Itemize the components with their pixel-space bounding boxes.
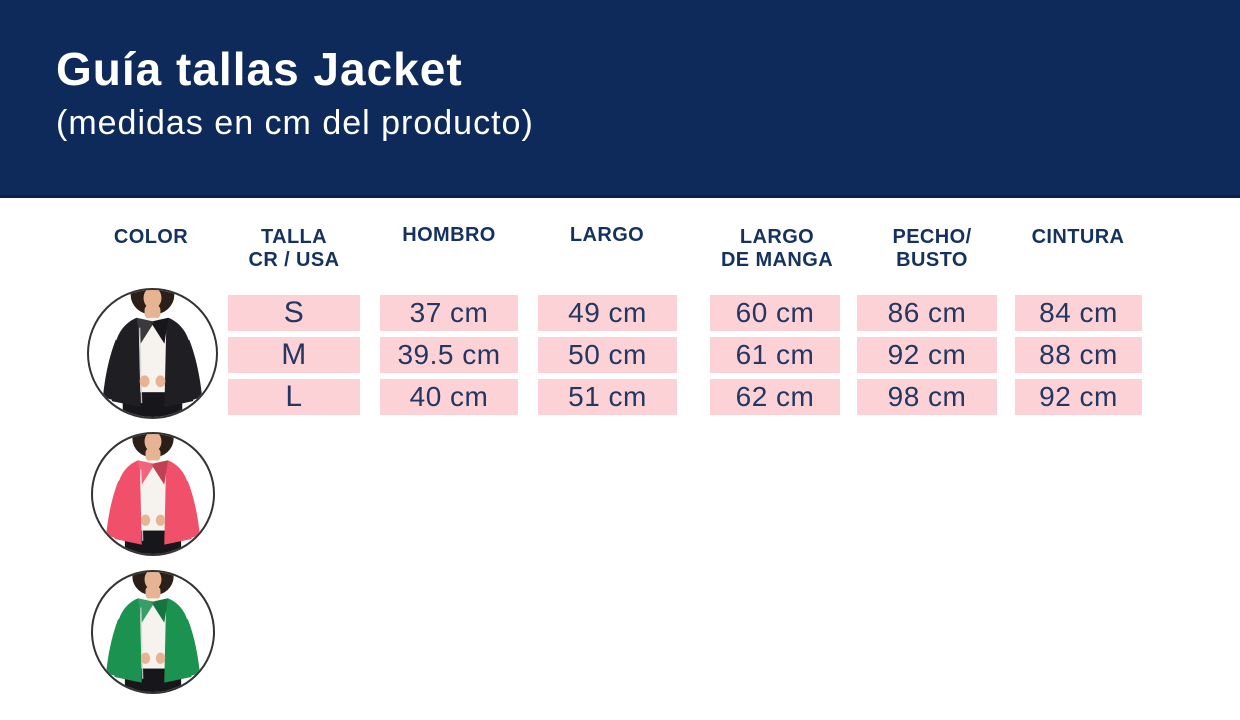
color-option-green-jacket [91, 570, 215, 694]
column-header-pecho-busto: PECHO/ BUSTO [857, 226, 1007, 272]
header-banner: Guía tallas Jacket (medidas en cm del pr… [0, 0, 1240, 198]
size-cell: L [228, 379, 360, 415]
jacket [102, 317, 203, 408]
largo-manga-cell: 62 cm [710, 379, 840, 415]
column-header-largo: LARGO [532, 224, 682, 247]
neck [144, 304, 161, 319]
largo-cell: 50 cm [538, 337, 677, 373]
lapel-shadow [150, 317, 169, 344]
face [144, 434, 162, 452]
hombro-cell: 40 cm [380, 379, 518, 415]
hand [155, 652, 166, 664]
largo-cell: 49 cm [538, 295, 677, 331]
table-row-s: S 37 cm 49 cm 60 cm 86 cm 84 cm [0, 295, 1240, 331]
column-header-label-line2: DE MANGA [720, 249, 834, 271]
black-jacket-photo [102, 290, 203, 417]
column-header-label: LARGO [569, 224, 645, 246]
hombro-cell: 39.5 cm [380, 337, 518, 373]
hand [139, 375, 150, 388]
column-header-talla: TALLA CR / USA [219, 226, 369, 272]
jacket [106, 598, 200, 683]
zipper [140, 469, 144, 541]
hand [140, 652, 151, 664]
table-row-l: L 40 cm 51 cm 62 cm 98 cm 92 cm [0, 379, 1240, 415]
color-option-black-jacket [87, 288, 218, 419]
hand [140, 514, 151, 526]
hombro-cell: 37 cm [380, 295, 518, 331]
table-row-m: M 39.5 cm 50 cm 61 cm 92 cm 88 cm [0, 337, 1240, 373]
column-header-label: HOMBRO [402, 224, 496, 246]
column-header-largo-de-manga: LARGO DE MANGA [697, 226, 857, 272]
column-header-label: CINTURA [1031, 226, 1125, 248]
face [144, 572, 162, 590]
lapel-shadow [151, 598, 168, 623]
hand [155, 514, 166, 526]
lapel-highlight [138, 460, 155, 485]
column-header-color: COLOR [76, 226, 226, 249]
pecho-busto-cell: 92 cm [857, 337, 997, 373]
column-header-label: COLOR [113, 226, 189, 248]
lapel-shadow [151, 460, 168, 485]
largo-cell: 51 cm [538, 379, 677, 415]
largo-manga-cell: 60 cm [710, 295, 840, 331]
size-cell: M [228, 337, 360, 373]
column-header-label: TALLA [260, 226, 328, 248]
lapel-highlight [138, 598, 155, 623]
jacket [106, 460, 200, 545]
green-jacket-photo [106, 572, 200, 692]
color-option-pink-jacket [91, 432, 215, 556]
lapel-highlight [136, 317, 155, 344]
zipper [138, 327, 143, 404]
column-header-label-line2: CR / USA [248, 249, 340, 271]
column-header-cintura: CINTURA [1003, 226, 1153, 249]
pink-jacket-photo [106, 434, 200, 554]
neck [145, 448, 161, 462]
column-header-label-line2: BUSTO [896, 249, 968, 271]
cintura-cell: 84 cm [1015, 295, 1142, 331]
cintura-cell: 92 cm [1015, 379, 1142, 415]
zipper [140, 607, 144, 679]
size-cell: S [228, 295, 360, 331]
cintura-cell: 88 cm [1015, 337, 1142, 373]
page-subtitle: (medidas en cm del producto) [56, 104, 534, 142]
hand [155, 375, 166, 388]
neck [145, 586, 161, 600]
largo-manga-cell: 61 cm [710, 337, 840, 373]
face [143, 290, 162, 309]
column-header-hombro: HOMBRO [374, 224, 524, 247]
page-title: Guía tallas Jacket [56, 43, 463, 95]
column-header-label: PECHO/ [892, 226, 972, 248]
pecho-busto-cell: 98 cm [857, 379, 997, 415]
column-header-label: LARGO [739, 226, 815, 248]
pecho-busto-cell: 86 cm [857, 295, 997, 331]
